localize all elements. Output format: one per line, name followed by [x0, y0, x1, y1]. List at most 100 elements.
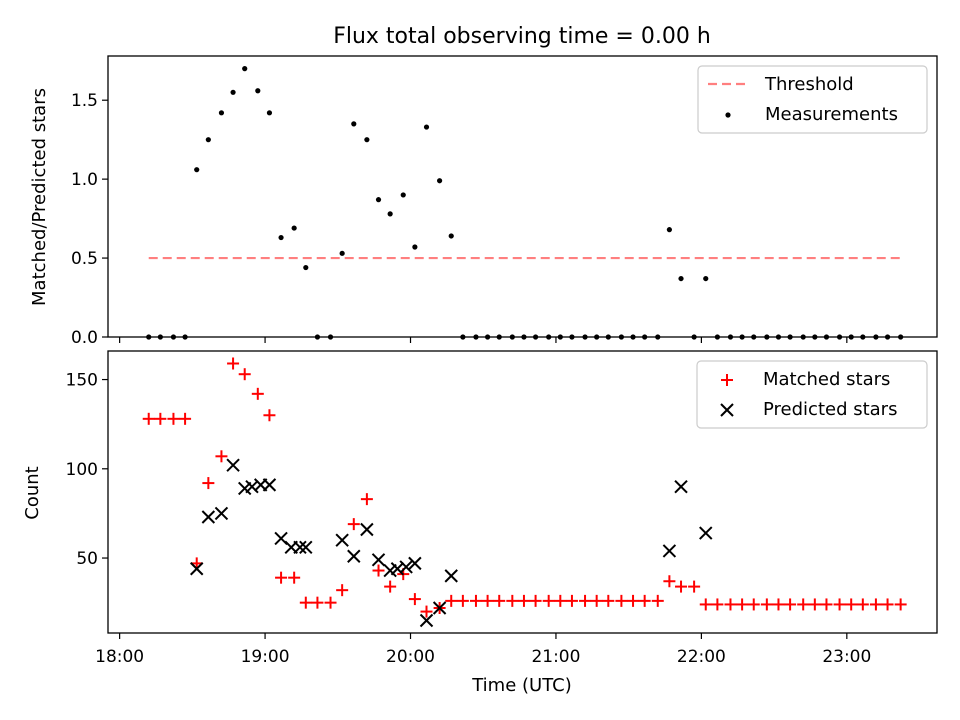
measurement-point	[557, 334, 563, 340]
matched-star-marker	[651, 594, 664, 607]
matched-star-marker	[154, 412, 167, 425]
matched-star-marker	[590, 594, 603, 607]
matched-star-marker	[772, 598, 785, 611]
matched-stars-points	[142, 357, 907, 618]
measurement-point	[205, 137, 211, 143]
predicted-star-marker	[408, 556, 422, 571]
measurement-point	[775, 334, 782, 340]
predicted-star-marker	[699, 526, 713, 540]
measurement-point	[412, 244, 418, 250]
matched-star-marker	[408, 593, 421, 606]
predicted-star-marker	[360, 522, 374, 537]
bottom-y-axis-label: Count	[22, 466, 43, 519]
top-y-tick-label: 1.5	[71, 91, 98, 111]
measurement-point	[532, 334, 539, 340]
measurement-point	[605, 334, 611, 340]
matched-star-marker	[724, 598, 737, 611]
matched-star-marker	[360, 493, 373, 506]
measurement-point	[266, 110, 273, 116]
measurement-point	[423, 124, 430, 130]
matched-star-marker	[808, 598, 821, 611]
measurement-point	[703, 275, 709, 282]
measurement-point	[666, 227, 672, 233]
top-legend: Threshold Measurements	[697, 65, 928, 134]
predicted-star-marker	[262, 478, 277, 492]
measurement-point	[303, 264, 309, 271]
predicted-star-marker	[662, 544, 677, 558]
measurement-point	[484, 334, 491, 340]
matched-star-marker	[856, 598, 869, 611]
matched-star-marker	[638, 594, 651, 607]
matched-star-marker	[324, 596, 337, 609]
x-tick-label: 22:00	[677, 647, 726, 667]
bottom-y-ticks: 50 100 150	[66, 371, 108, 569]
measurement-point	[848, 334, 854, 340]
predicted-star-marker	[190, 562, 204, 576]
predicted-star-marker	[371, 553, 386, 567]
measurement-point	[170, 334, 177, 340]
chart-title: Flux total observing time = 0.00 h	[333, 24, 711, 49]
measurement-point	[509, 334, 515, 340]
matched-star-marker	[711, 598, 724, 611]
matched-star-marker	[275, 571, 288, 584]
matched-star-marker	[688, 580, 701, 593]
matched-star-marker	[445, 594, 458, 607]
top-y-axis-label: Matched/Predicted stars	[29, 88, 50, 306]
bottom-legend-box	[696, 360, 928, 429]
measurement-point	[800, 334, 806, 340]
top-y-ticks: 0.0 0.5 1.0 1.5	[71, 91, 108, 348]
matched-star-marker	[602, 594, 615, 607]
matched-star-marker	[336, 584, 349, 597]
matched-star-marker	[263, 409, 276, 422]
measurement-point	[218, 110, 225, 116]
measurement-point	[714, 334, 720, 340]
predicted-star-marker	[214, 506, 229, 521]
predicted-legend-swatch	[720, 403, 734, 417]
measurement-point	[582, 334, 588, 340]
matched-star-marker	[894, 598, 907, 611]
measurement-point	[618, 334, 624, 340]
predicted-star-marker	[399, 560, 413, 574]
matched-star-marker	[529, 594, 542, 607]
matched-star-marker	[167, 412, 180, 425]
x-axis-label: Time (UTC)	[471, 675, 572, 696]
bottom-y-tick-label: 100	[66, 460, 98, 480]
matched-star-marker	[347, 518, 360, 531]
measurement-point	[787, 334, 793, 340]
matched-star-marker	[493, 594, 506, 607]
measurement-points	[146, 66, 904, 340]
bottom-legend: Matched stars Predicted stars	[696, 360, 928, 429]
measurement-point	[339, 250, 345, 256]
measurement-point	[157, 334, 163, 340]
predicted-star-marker	[674, 479, 688, 494]
measurement-point	[351, 121, 357, 127]
measurement-point	[655, 334, 661, 340]
predicted-star-marker	[293, 540, 307, 555]
matched-star-marker	[820, 598, 833, 611]
measurement-point	[375, 197, 382, 203]
matched-star-marker	[565, 594, 578, 607]
matched-star-marker	[554, 594, 567, 607]
matched-star-marker	[760, 598, 773, 611]
measurement-point	[739, 334, 745, 340]
predicted-star-marker	[419, 613, 434, 628]
matched-star-marker	[517, 594, 530, 607]
matched-star-marker	[579, 594, 592, 607]
matched-star-marker	[675, 580, 688, 593]
measurement-point	[898, 334, 904, 340]
matched-star-marker	[845, 598, 858, 611]
top-y-tick-label: 1.0	[71, 170, 98, 190]
measurement-point	[437, 178, 443, 184]
measurement-point	[314, 334, 321, 340]
top-y-tick-label: 0.0	[71, 328, 98, 348]
measurement-point	[255, 88, 261, 94]
x-tick-label: 23:00	[822, 647, 871, 667]
matched-star-marker	[663, 575, 676, 588]
matched-star-marker	[833, 598, 846, 611]
matched-star-marker	[227, 357, 240, 370]
matched-star-marker	[797, 598, 810, 611]
measurement-point	[387, 211, 393, 217]
measurement-point	[727, 334, 734, 340]
measurement-point	[884, 334, 891, 340]
